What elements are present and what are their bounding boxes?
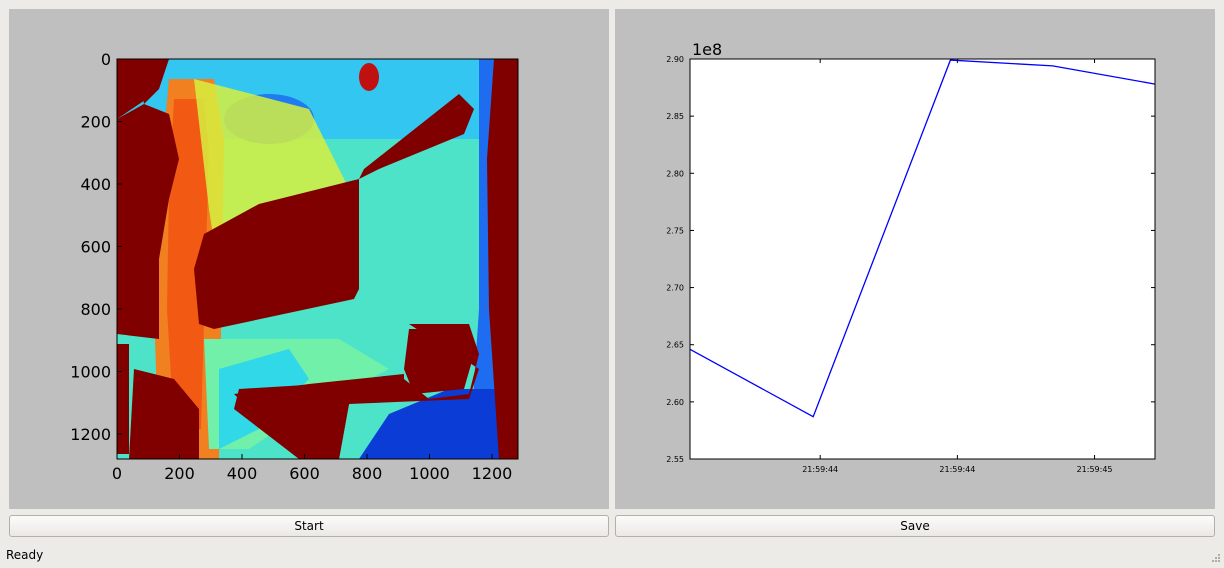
image-y-tick-label: 200	[80, 113, 111, 132]
image-y-tick-label: 800	[80, 300, 111, 319]
line-chart-svg: 2.55 2.60 2.65 2.70 2.75 2.80 2.85 2.90 21:59:44…	[666, 40, 1156, 474]
status-bar-text: Ready	[6, 548, 44, 562]
image-x-tick-label: 800	[352, 464, 383, 483]
image-x-tick-label: 400	[227, 464, 258, 483]
chart-y-tick-label: 2.75	[666, 226, 684, 235]
chart-y-tick-label: 2.80	[666, 169, 684, 178]
image-x-ticks: 0 200 400 600 800 1000 1200	[112, 454, 512, 483]
start-button[interactable]: Start	[9, 515, 609, 537]
chart-y-tick-label: 2.60	[666, 398, 684, 407]
chart-y-tick-label: 2.90	[666, 55, 684, 64]
chart-ticks: 2.55 2.60 2.65 2.70 2.75 2.80 2.85 2.90 21:59:44…	[666, 55, 1155, 474]
image-x-tick-label: 1000	[409, 464, 450, 483]
image-x-tick-label: 200	[164, 464, 195, 483]
image-y-tick-label: 1000	[70, 363, 111, 382]
image-y-tick-label: 400	[80, 175, 111, 194]
chart-y-tick-label: 2.70	[666, 284, 684, 293]
image-y-ticks: 0 200 400 600 800 1000 1200	[70, 50, 122, 444]
image-x-tick-label: 0	[112, 464, 122, 483]
save-button[interactable]: Save	[615, 515, 1215, 537]
chart-y-tick-label: 2.85	[666, 112, 684, 121]
offset-label: 1e8	[692, 40, 722, 59]
heatmap-image	[117, 59, 518, 459]
chart-axes-frame	[689, 58, 1156, 460]
image-y-tick-label: 0	[101, 50, 111, 69]
image-plot-svg: 0 200 400 600 800 1000 1200 0 200 400 600 800 1000 1…	[70, 50, 519, 483]
chart-x-tick-label: 21:59:45	[1077, 465, 1113, 474]
image-x-tick-label: 1200	[472, 464, 513, 483]
line-chart-panel: 2.55 2.60 2.65 2.70 2.75 2.80 2.85 2.90 21:59:44…	[615, 9, 1215, 509]
chart-x-tick-label: 21:59:44	[802, 465, 838, 474]
image-plot-panel: 0 200 400 600 800 1000 1200 0 200 400 600 800 1000 1…	[9, 9, 609, 509]
image-x-tick-label: 600	[289, 464, 320, 483]
series-line	[689, 59, 1156, 418]
chart-y-tick-label: 2.65	[666, 341, 684, 350]
chart-y-tick-label: 2.55	[666, 455, 684, 464]
chart-x-tick-label: 21:59:44	[939, 465, 975, 474]
image-y-tick-label: 1200	[70, 425, 111, 444]
image-y-tick-label: 600	[80, 238, 111, 257]
image-axes-frame	[116, 58, 519, 460]
resize-grip-icon[interactable]	[1209, 553, 1221, 565]
chart-plot-area	[690, 59, 1155, 459]
